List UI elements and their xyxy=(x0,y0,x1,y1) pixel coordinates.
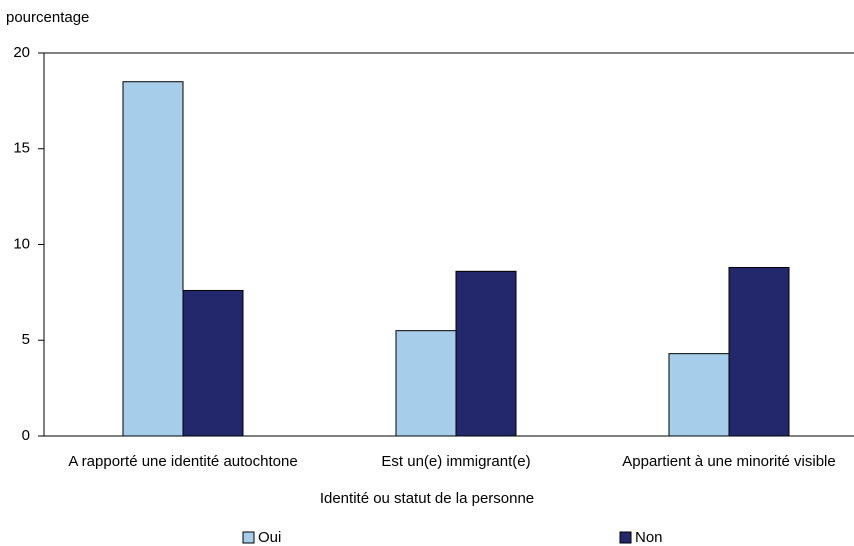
x-tick-label: Appartient à une minorité visible xyxy=(622,453,835,470)
y-tick-label: 15 xyxy=(13,140,30,157)
bar xyxy=(182,289,244,437)
y-tick-label: 0 xyxy=(22,427,30,444)
legend-label: Non xyxy=(635,529,663,546)
x-axis-label: Identité ou statut de la personne xyxy=(320,490,534,507)
legend-swatch xyxy=(619,531,632,544)
legend-label: Oui xyxy=(258,529,281,546)
bar xyxy=(122,81,184,437)
x-tick-label: Est un(e) immigrant(e) xyxy=(381,453,530,470)
bar xyxy=(395,330,457,437)
legend-swatch xyxy=(242,531,255,544)
y-tick-label: 10 xyxy=(13,235,30,252)
bar xyxy=(668,353,730,437)
bar xyxy=(455,270,517,437)
bar xyxy=(728,266,790,437)
y-tick-label: 20 xyxy=(13,44,30,61)
y-axis-label: pourcentage xyxy=(6,9,89,26)
x-tick-label: A rapporté une identité autochtone xyxy=(68,453,297,470)
y-tick-label: 5 xyxy=(22,331,30,348)
